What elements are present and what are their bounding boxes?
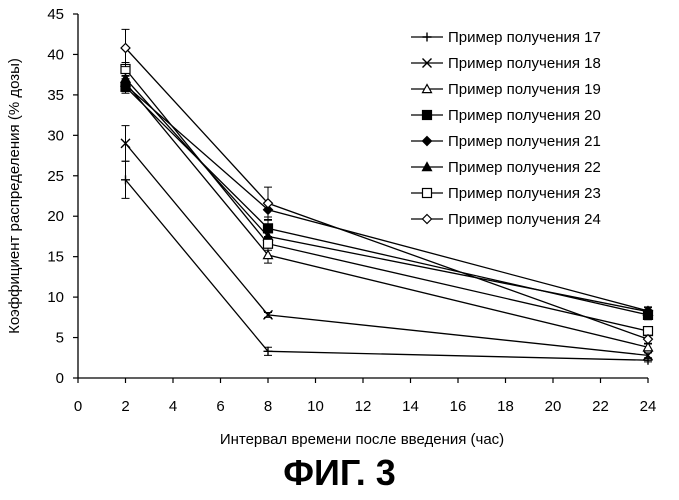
y-tick-label: 5 xyxy=(56,330,64,347)
x-tick-label: 20 xyxy=(545,398,562,415)
diamond-filled-marker xyxy=(421,135,433,147)
cross-marker xyxy=(263,309,273,320)
legend-item: Пример получения 19 xyxy=(411,81,601,98)
diamond-open-marker xyxy=(262,197,274,209)
triangle-filled-marker xyxy=(119,72,132,83)
series-layer xyxy=(119,28,654,365)
triangle-open-marker xyxy=(262,249,274,260)
triangle-filled-marker xyxy=(642,305,654,316)
square-open-marker xyxy=(421,187,433,199)
x-tick-label: 8 xyxy=(264,398,272,415)
legend-label: Пример получения 24 xyxy=(448,211,601,228)
series-8 xyxy=(120,28,654,345)
y-tick-label: 15 xyxy=(47,249,64,266)
legend-label: Пример получения 17 xyxy=(448,29,601,46)
x-tick-label: 6 xyxy=(216,398,224,415)
x-tick-label: 22 xyxy=(592,398,609,415)
x-tick-label: 24 xyxy=(640,398,657,415)
diamond-open-marker xyxy=(421,213,433,225)
diamond-open-marker xyxy=(120,42,131,54)
y-tick-label: 40 xyxy=(47,46,64,63)
square-filled-marker xyxy=(421,109,433,121)
x-axis-title: Интервал времени после введения (час) xyxy=(220,431,504,448)
figure-caption: ФИГ. 3 xyxy=(283,452,396,493)
x-tick-label: 12 xyxy=(355,398,372,415)
square-open-marker xyxy=(262,238,274,249)
legend-label: Пример получения 21 xyxy=(448,133,601,150)
legend-label: Пример получения 22 xyxy=(448,159,601,176)
x-tick-label: 4 xyxy=(169,398,177,415)
legend-label: Пример получения 19 xyxy=(448,81,601,98)
plus-marker xyxy=(422,32,432,42)
y-axis-title: Коэффициент распределения (% дозы) xyxy=(6,58,23,334)
plus-marker xyxy=(121,175,130,185)
legend-label: Пример получения 23 xyxy=(448,185,601,202)
y-tick-label: 25 xyxy=(47,168,64,185)
y-tick-label: 0 xyxy=(56,370,64,387)
legend-item: Пример получения 17 xyxy=(411,29,601,46)
triangle-filled-marker xyxy=(421,161,433,172)
legend-item: Пример получения 21 xyxy=(411,133,601,150)
legend-item: Пример получения 22 xyxy=(411,159,601,176)
triangle-open-marker xyxy=(421,83,433,94)
cross-marker xyxy=(643,350,653,361)
legend-item: Пример получения 18 xyxy=(411,55,601,72)
y-tick-label: 30 xyxy=(47,127,64,144)
legend-label: Пример получения 18 xyxy=(448,55,601,72)
diamond-filled-marker xyxy=(120,79,131,91)
cross-marker xyxy=(422,58,432,68)
legend: Пример получения 17 Пример получения 18 Пр… xyxy=(411,29,601,228)
series-line xyxy=(125,179,649,361)
cross-marker xyxy=(120,138,131,149)
plus-marker xyxy=(263,346,273,356)
legend-item: Пример получения 23 xyxy=(411,185,601,202)
y-tick-label: 45 xyxy=(47,6,64,23)
x-tick-label: 18 xyxy=(497,398,514,415)
x-tick-label: 16 xyxy=(450,398,467,415)
x-tick-label: 10 xyxy=(307,398,324,415)
legend-label: Пример получения 20 xyxy=(448,107,601,124)
series-2 xyxy=(120,125,653,361)
y-tick-label: 10 xyxy=(47,289,64,306)
diamond-open-marker xyxy=(642,333,654,345)
x-tick-label: 2 xyxy=(121,398,129,415)
y-tick-label: 35 xyxy=(47,87,64,104)
legend-item: Пример получения 20 xyxy=(411,107,601,124)
legend-item: Пример получения 24 xyxy=(411,211,601,228)
series-7 xyxy=(120,62,654,337)
y-tick-label: 20 xyxy=(47,208,64,225)
triangle-open-marker xyxy=(642,341,654,352)
x-tick-label: 14 xyxy=(402,398,419,415)
x-tick-label: 0 xyxy=(74,398,82,415)
